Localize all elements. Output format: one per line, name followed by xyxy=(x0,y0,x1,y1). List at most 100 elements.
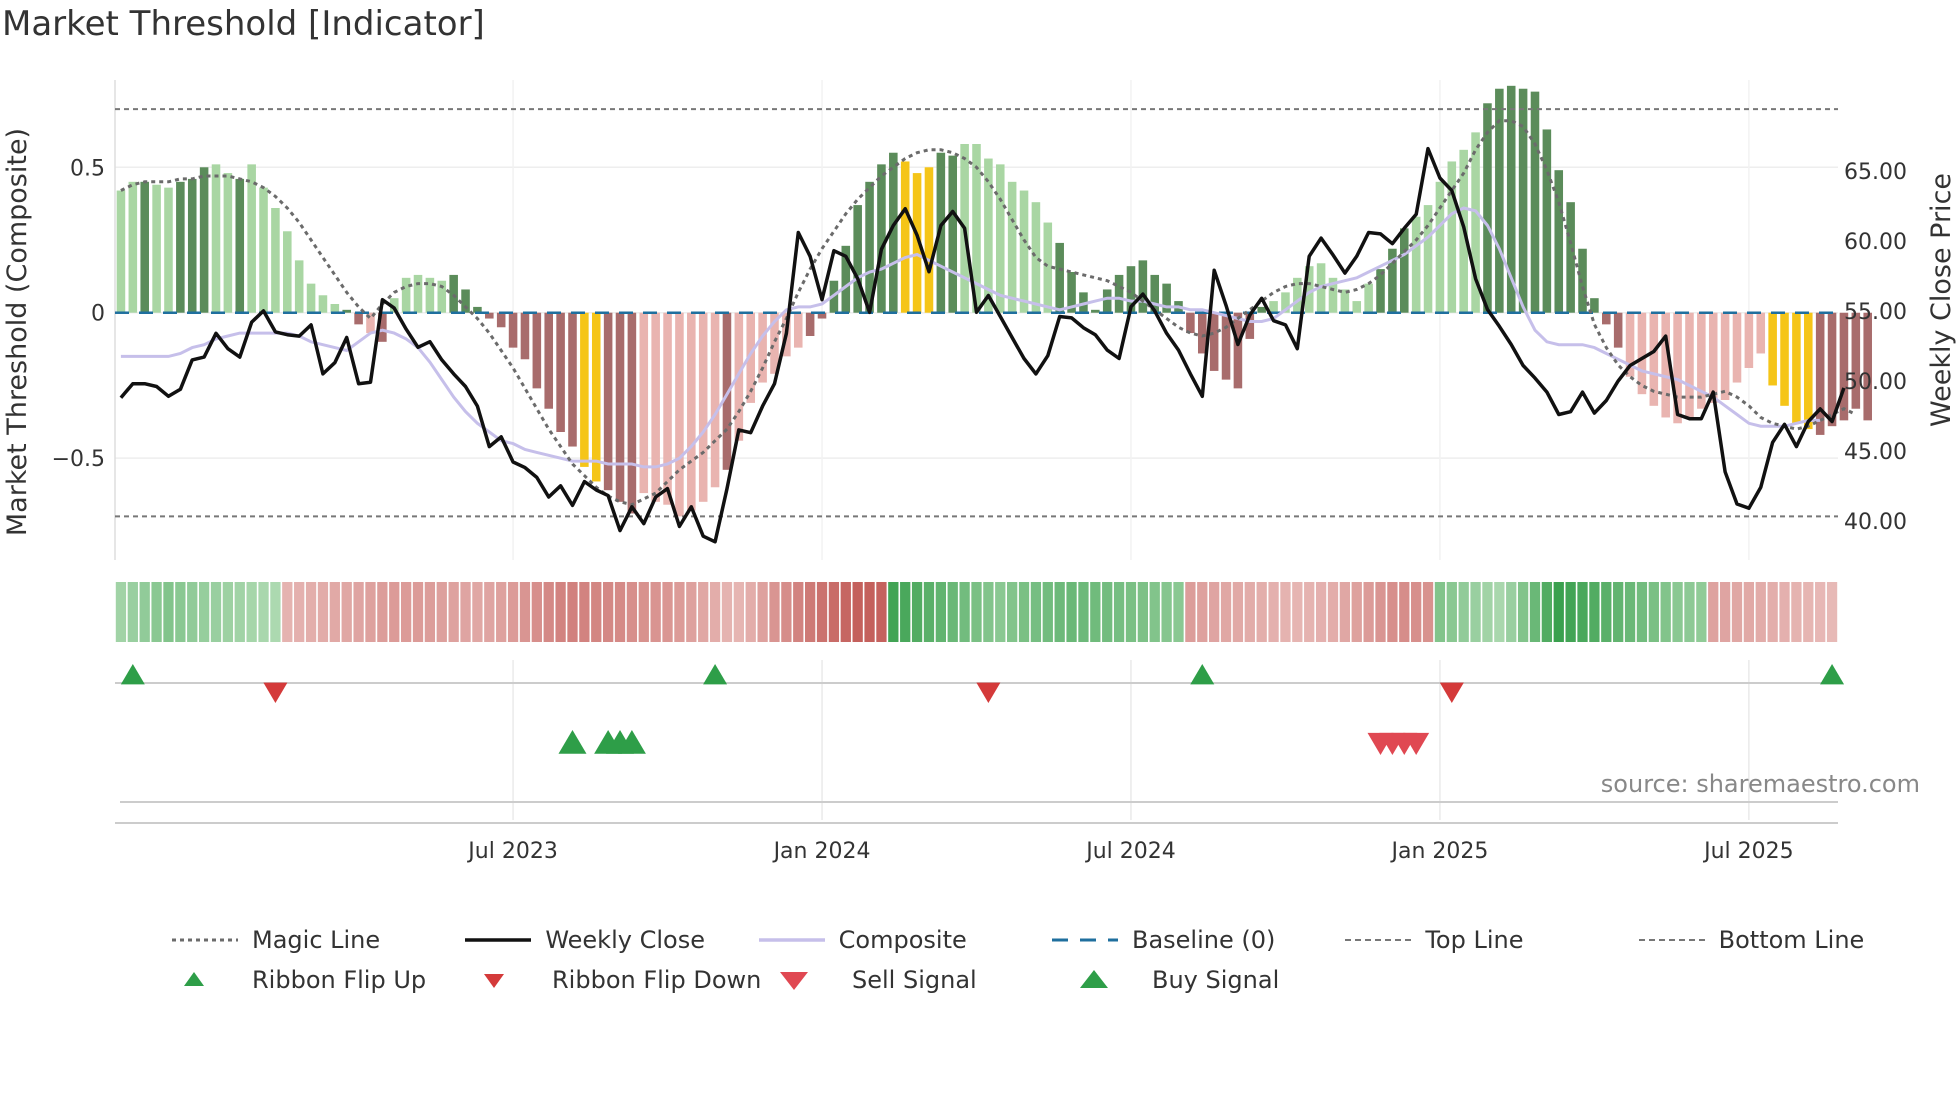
ribbon-cell xyxy=(1220,582,1232,642)
composite-bar xyxy=(1495,88,1504,313)
composite-bar xyxy=(1376,269,1385,313)
right-tick-label: 55.00 xyxy=(1844,300,1907,325)
composite-bar xyxy=(425,277,435,313)
ribbon-cell xyxy=(377,582,388,642)
ribbon-cell xyxy=(1007,582,1018,642)
ribbon-flip-down-marker xyxy=(976,682,1001,703)
left-axis-label: Market Threshold (Composite) xyxy=(2,128,33,536)
ribbon-cell xyxy=(1719,582,1731,642)
composite-bar xyxy=(615,312,625,502)
legend-magic-line: Magic Line xyxy=(170,926,463,954)
flip-down-swatch xyxy=(484,974,504,988)
ribbon-cell xyxy=(507,582,519,642)
source-credit: source: sharemaestro.com xyxy=(1600,770,1920,798)
composite-bar xyxy=(948,155,958,313)
legend-label: Baseline (0) xyxy=(1131,926,1276,954)
composite-bar xyxy=(1162,283,1171,313)
ribbon-cell xyxy=(519,582,531,642)
composite-bar xyxy=(1293,277,1302,313)
ribbon-cell xyxy=(1422,582,1434,642)
chart-legend: Magic Line Weekly Close Composite Baseli… xyxy=(170,920,1930,1000)
composite-bar xyxy=(758,312,767,383)
composite-bar xyxy=(627,312,637,514)
legend-label: Sell Signal xyxy=(852,966,977,994)
ribbon-cell xyxy=(1351,582,1362,642)
composite-bar xyxy=(1150,274,1160,313)
ribbon-cell xyxy=(258,582,269,642)
x-tick-label: Jul 2025 xyxy=(1702,839,1794,864)
composite-bar xyxy=(1756,312,1766,354)
buy-signal-swatch xyxy=(1080,970,1108,988)
composite-bar xyxy=(235,178,245,313)
ribbon-cell xyxy=(911,582,923,642)
ribbon-cell xyxy=(864,582,875,642)
composite-bar xyxy=(378,312,387,342)
composite-bar xyxy=(306,283,316,313)
composite-bar xyxy=(924,167,934,313)
right-axis-label: Weekly Close Price xyxy=(1926,173,1957,427)
ribbon-cell xyxy=(460,582,471,642)
ribbon-cell xyxy=(995,582,1006,642)
composite-bar xyxy=(603,312,613,491)
ribbon-cell xyxy=(198,582,210,642)
composite-bar xyxy=(389,298,399,313)
legend-label: Magic Line xyxy=(252,926,381,954)
ribbon-cell xyxy=(175,582,186,642)
ribbon-flip-up-marker xyxy=(1820,664,1845,685)
ribbon-cell xyxy=(1613,582,1624,642)
weekly-close-swatch xyxy=(465,938,532,942)
composite-bar xyxy=(1067,272,1076,313)
ribbon-cell xyxy=(1375,582,1386,642)
ribbon-cell xyxy=(270,582,281,642)
chart-title: Market Threshold [Indicator] xyxy=(2,4,485,44)
ribbon-cell xyxy=(555,582,566,642)
composite-bar xyxy=(1233,312,1243,389)
ribbon-cell xyxy=(1589,582,1600,642)
ribbon-cell xyxy=(781,582,792,642)
legend-label: Buy Signal xyxy=(1152,966,1280,994)
composite-bar xyxy=(1673,312,1682,424)
ribbon-cell xyxy=(614,582,626,642)
composite-bar xyxy=(936,152,946,313)
composite-bar xyxy=(1661,312,1670,418)
ribbon-cell xyxy=(1030,582,1042,642)
composite-bar xyxy=(805,312,815,336)
ribbon-cell xyxy=(1565,582,1576,642)
ribbon-cell xyxy=(436,582,447,642)
ribbon-cell xyxy=(626,582,638,642)
ribbon-cell xyxy=(1779,582,1790,642)
ribbon-cell xyxy=(1743,582,1755,642)
composite-bar xyxy=(294,260,304,313)
composite-bar xyxy=(366,312,375,334)
ribbon-cell xyxy=(1102,582,1113,642)
x-tick-label: Jul 2023 xyxy=(466,839,558,864)
composite-bar xyxy=(865,181,874,313)
composite-bar xyxy=(984,158,993,313)
ribbon-cell xyxy=(840,582,851,642)
ribbon-cell xyxy=(1541,582,1553,642)
composite-bar xyxy=(1340,289,1350,313)
ribbon-cell xyxy=(1708,582,1719,642)
x-axis: Jul 2023 Jan 2024 Jul 2024 Jan 2025 Jul 2025 xyxy=(115,822,1838,864)
composite-bar xyxy=(1863,312,1872,421)
composite-bar xyxy=(900,161,910,313)
ribbon-cell xyxy=(341,582,352,642)
ribbon-cell xyxy=(1232,582,1244,642)
composite-bar xyxy=(1590,298,1599,313)
composite-bar xyxy=(793,312,803,348)
composite-bar xyxy=(140,181,149,313)
composite-bar xyxy=(1792,312,1801,424)
ribbon-cell xyxy=(1731,582,1743,642)
ribbon-cell xyxy=(923,582,935,642)
composite-bar xyxy=(877,164,886,313)
right-tick-label: 40.00 xyxy=(1844,510,1907,535)
composite-bar xyxy=(1554,170,1564,313)
composite-bar xyxy=(1126,266,1136,313)
ribbon-cell xyxy=(947,582,958,642)
ribbon-cell xyxy=(1125,582,1137,642)
ribbon-cell xyxy=(1173,582,1184,642)
composite-bar xyxy=(1055,242,1064,313)
right-tick-label: 65.00 xyxy=(1844,160,1907,185)
ribbon-cell xyxy=(1363,582,1374,642)
ribbon-cell xyxy=(127,582,138,642)
